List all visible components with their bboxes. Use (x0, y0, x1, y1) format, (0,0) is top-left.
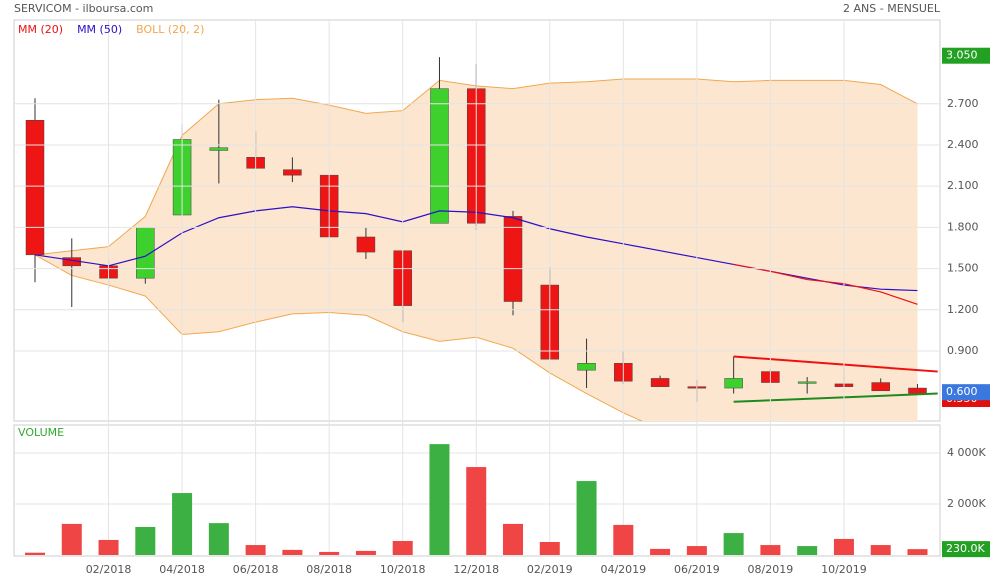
candle-body (797, 381, 817, 384)
price-marker (942, 541, 990, 558)
x-tick-label: 12/2018 (453, 563, 499, 576)
trendline (733, 355, 938, 373)
y-tick-label: 0.900 (947, 344, 979, 357)
volume-bar (503, 523, 524, 555)
x-tick-label: 10/2019 (821, 563, 867, 576)
x-tick-label: 08/2018 (306, 563, 352, 576)
candle-body (283, 169, 302, 176)
moving-average (733, 263, 918, 305)
panel-title: VOLUME (18, 426, 64, 439)
volume-bar (245, 545, 266, 555)
volume-bar (392, 540, 413, 555)
y-tick-label: 1.800 (947, 220, 979, 233)
candle-body (356, 236, 376, 253)
legend-entry: BOLL (20, 2) (136, 23, 204, 36)
volume-bar (613, 524, 634, 555)
volume-bar (723, 533, 744, 555)
candle-body (908, 387, 927, 394)
x-tick-label: 10/2018 (380, 563, 426, 576)
volume-bar (797, 546, 818, 555)
y-tick-label: 2.700 (947, 97, 979, 110)
candle-body (650, 378, 670, 387)
volume-bar (429, 444, 450, 555)
x-tick-label: 06/2019 (674, 563, 720, 576)
x-tick-label: 04/2019 (600, 563, 646, 576)
volume-panel (13, 424, 941, 557)
candle-body (25, 120, 45, 256)
volume-bar (98, 539, 119, 555)
volume-bar (25, 552, 45, 555)
candle-body (430, 88, 449, 224)
candle-body (209, 147, 229, 151)
price-marker-label: 0.600 (946, 385, 978, 398)
volume-bar (172, 493, 193, 555)
price-panel (13, 19, 941, 422)
volume-bar (466, 467, 487, 555)
volume-bar (576, 481, 597, 555)
y-tick-label: 1.500 (947, 262, 979, 275)
chart-title: SERVICOM - ilboursa.com (14, 2, 153, 15)
volume-bar (650, 548, 671, 555)
price-marker-label: 3.050 (946, 49, 978, 62)
candle-body (503, 216, 523, 302)
x-tick-label: 04/2018 (159, 563, 205, 576)
volume-bar (355, 550, 376, 555)
y-tick-label: 2.100 (947, 179, 979, 192)
volume-bar (319, 551, 340, 555)
chart-subtitle: 2 ANS - MENSUEL (843, 2, 941, 15)
volume-bar (760, 545, 781, 555)
price-marker-label: 230.0K (946, 542, 985, 555)
volume-bar (539, 542, 560, 555)
volume-bar (870, 545, 891, 555)
legend-entry: MM (50) (77, 23, 122, 36)
y-tick-label: 2 000K (947, 497, 986, 510)
volume-bar (686, 546, 707, 555)
candle-body (577, 363, 596, 371)
y-tick-label: 4 000K (947, 446, 986, 459)
volume-bar (135, 526, 156, 555)
volume-bar (208, 523, 229, 555)
y-tick-label: 2.400 (947, 138, 979, 151)
candle-body (871, 382, 890, 392)
price-marker (942, 384, 990, 401)
x-tick-label: 08/2019 (748, 563, 794, 576)
candle-body (724, 378, 743, 389)
legend-entry: MM (20) (18, 23, 63, 36)
volume-bar (833, 538, 854, 555)
volume-bar (282, 549, 303, 555)
volume-bar (61, 523, 82, 555)
x-tick-label: 02/2018 (86, 563, 132, 576)
x-tick-label: 02/2019 (527, 563, 573, 576)
price-plot (25, 57, 938, 421)
price-marker (942, 47, 990, 64)
volume-bar (907, 549, 928, 555)
x-tick-label: 06/2018 (233, 563, 279, 576)
trendline (733, 392, 938, 403)
y-tick-label: 1.200 (947, 303, 979, 316)
